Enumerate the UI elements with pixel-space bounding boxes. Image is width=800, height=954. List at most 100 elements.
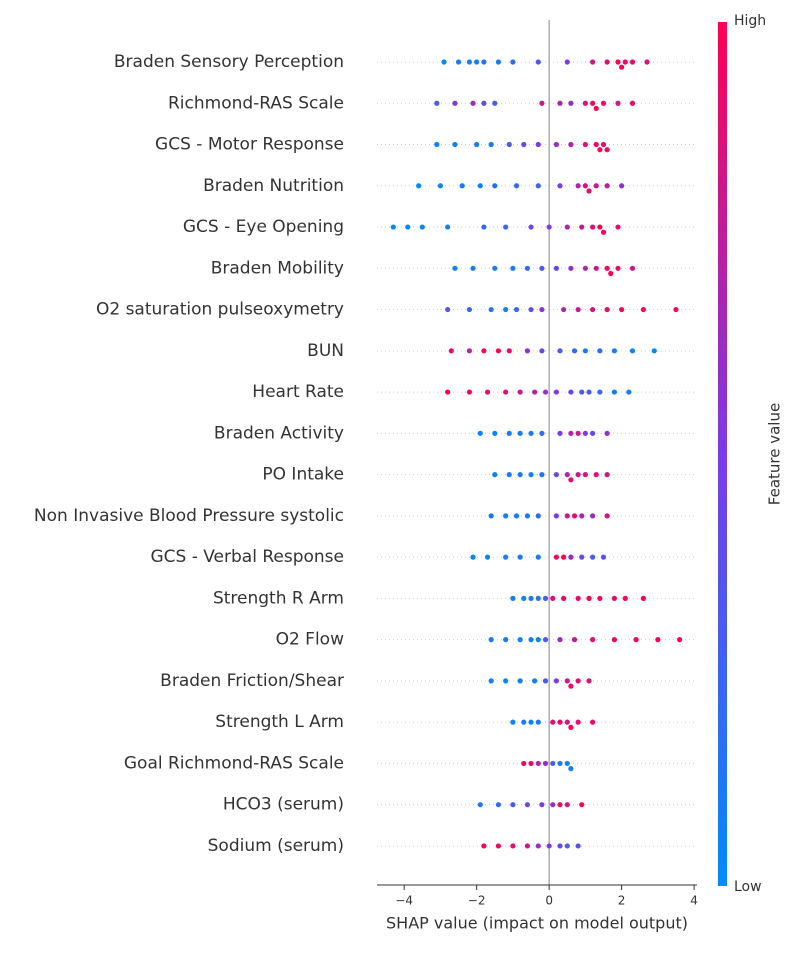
feature-label: Braden Sensory Perception — [114, 52, 344, 72]
colorbar — [718, 22, 727, 886]
x-tick-label: −4 — [395, 894, 413, 908]
feature-label: BUN — [307, 341, 344, 361]
shap-point — [564, 843, 570, 849]
shap-point — [604, 472, 610, 478]
feature-label: Strength R Arm — [213, 588, 344, 608]
shap-point — [604, 430, 610, 436]
shap-point — [604, 306, 610, 313]
shap-point — [553, 472, 559, 478]
shap-point — [593, 105, 599, 112]
shap-point — [459, 183, 465, 189]
shap-point — [481, 59, 487, 65]
shap-point — [590, 59, 596, 65]
shap-point — [539, 348, 545, 354]
shap-point — [557, 760, 563, 767]
shap-point — [539, 430, 545, 436]
shap-point — [503, 513, 509, 519]
shap-point — [484, 554, 491, 560]
shap-point — [506, 472, 512, 478]
shap-point — [619, 183, 625, 189]
shap-point — [629, 348, 636, 354]
shap-point — [561, 554, 567, 560]
feature-label: GCS - Eye Opening — [183, 217, 344, 237]
feature-label: Braden Friction/Shear — [160, 671, 344, 691]
shap-point — [535, 719, 541, 725]
shap-point — [593, 141, 599, 148]
shap-point — [495, 802, 502, 808]
shap-point — [550, 595, 556, 601]
shap-point — [506, 141, 512, 148]
shap-point — [517, 389, 523, 395]
shap-point — [481, 224, 487, 230]
shap-point — [579, 554, 585, 560]
shap-point — [553, 554, 559, 560]
feature-label: HCO3 (serum) — [223, 795, 344, 815]
shap-point — [611, 389, 617, 395]
shap-point — [517, 430, 523, 436]
shap-point — [571, 513, 578, 519]
x-tick-label: 2 — [618, 894, 626, 908]
shap-point — [557, 100, 563, 106]
shap-point — [528, 472, 534, 478]
shap-point — [513, 183, 520, 189]
feature-label: Heart Rate — [252, 382, 344, 402]
shap-point — [553, 678, 559, 684]
shap-point — [452, 141, 458, 148]
feature-label: GCS - Motor Response — [155, 135, 344, 155]
shap-point — [455, 59, 462, 65]
shap-point — [615, 224, 621, 230]
shap-point — [564, 719, 570, 725]
shap-point — [597, 595, 603, 601]
shap-point — [611, 348, 617, 354]
feature-label: Braden Mobility — [211, 258, 344, 278]
feature-label: Sodium (serum) — [208, 836, 344, 856]
shap-point — [600, 100, 607, 106]
shap-point — [575, 472, 581, 478]
shap-point — [619, 306, 625, 313]
shap-point — [503, 554, 509, 560]
shap-point — [434, 100, 440, 106]
shap-point — [579, 389, 585, 395]
shap-point — [466, 348, 473, 354]
shap-point — [622, 59, 628, 65]
shap-point — [528, 637, 534, 643]
colorbar-low: Low — [734, 879, 762, 895]
shap-point — [503, 637, 509, 643]
shap-point — [474, 141, 480, 148]
shap-point — [524, 513, 530, 519]
shap-point — [600, 554, 607, 560]
colorbar-label: Feature value — [766, 403, 784, 505]
shap-point — [513, 306, 520, 313]
shap-point — [564, 472, 570, 478]
shap-point — [590, 100, 596, 106]
shap-point — [510, 595, 516, 601]
shap-point — [524, 843, 530, 849]
shap-point — [568, 100, 574, 106]
shap-point — [492, 430, 498, 436]
shap-point — [477, 802, 483, 808]
shap-point — [510, 802, 516, 808]
shap-point — [492, 265, 498, 271]
shap-point — [582, 100, 588, 106]
shap-point — [590, 224, 596, 230]
feature-label: Non Invasive Blood Pressure systolic — [34, 506, 344, 526]
shap-point — [528, 224, 534, 230]
shap-point — [510, 59, 516, 65]
shap-point — [564, 59, 570, 65]
shap-point — [470, 554, 476, 560]
shap-point — [535, 59, 541, 65]
shap-point — [521, 141, 527, 148]
shap-point — [608, 270, 614, 277]
shap-point — [597, 348, 603, 354]
shap-point — [488, 678, 494, 684]
shap-point — [629, 100, 636, 106]
shap-point — [568, 265, 574, 271]
feature-label: Strength L Arm — [215, 712, 344, 732]
shap-point — [452, 100, 458, 106]
shap-point — [568, 766, 574, 772]
shap-point — [524, 802, 530, 808]
shap-point — [477, 183, 483, 189]
shap-point — [629, 265, 636, 271]
shap-point — [557, 802, 563, 808]
